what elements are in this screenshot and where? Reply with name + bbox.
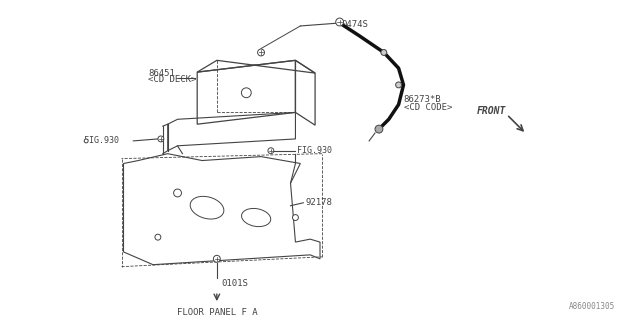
Circle shape bbox=[155, 234, 161, 240]
Circle shape bbox=[292, 215, 298, 220]
Text: <CD DECK>: <CD DECK> bbox=[148, 76, 196, 84]
Text: FIG.930: FIG.930 bbox=[298, 146, 332, 155]
Circle shape bbox=[258, 49, 264, 56]
Text: A860001305: A860001305 bbox=[568, 302, 615, 311]
Circle shape bbox=[336, 18, 344, 26]
Text: 92178: 92178 bbox=[305, 198, 332, 207]
Circle shape bbox=[173, 189, 182, 197]
Circle shape bbox=[241, 88, 252, 98]
Text: 0474S: 0474S bbox=[342, 20, 369, 29]
Text: FIG.930: FIG.930 bbox=[84, 136, 119, 145]
Text: FRONT: FRONT bbox=[477, 107, 507, 116]
Circle shape bbox=[268, 148, 274, 154]
Circle shape bbox=[158, 136, 164, 142]
Text: 0101S: 0101S bbox=[221, 279, 248, 288]
Circle shape bbox=[381, 50, 387, 55]
Text: 86273*B: 86273*B bbox=[403, 95, 441, 104]
Text: FLOOR PANEL F A: FLOOR PANEL F A bbox=[177, 308, 257, 317]
Circle shape bbox=[84, 139, 88, 143]
Text: 86451: 86451 bbox=[148, 68, 175, 78]
Circle shape bbox=[375, 125, 383, 133]
Circle shape bbox=[396, 82, 401, 88]
Text: <CD CODE>: <CD CODE> bbox=[403, 103, 452, 112]
Circle shape bbox=[213, 255, 220, 262]
